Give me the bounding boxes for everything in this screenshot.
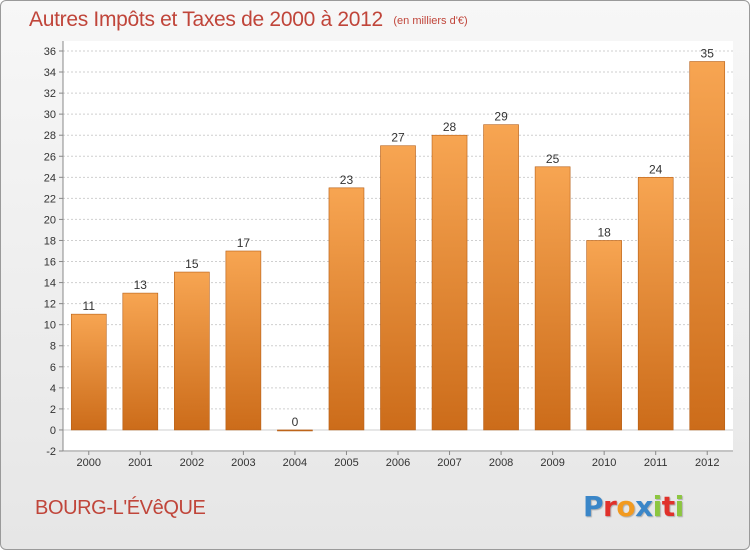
data-label: 25 [546,152,560,166]
y-tick-label: 24 [44,172,56,184]
x-tick-label: 2009 [540,457,564,469]
x-tick-label: 2007 [437,457,461,469]
bar [431,134,468,431]
x-tick-label: 2003 [231,457,255,469]
x-tick-label: 2006 [386,457,410,469]
x-tick-label: 2008 [489,457,513,469]
y-tick-label: 16 [44,257,56,269]
proxiti-logo[interactable]: Proxiti [583,490,684,523]
data-label: 27 [391,131,405,145]
y-tick-label: 34 [44,67,56,79]
logo-letter: i [674,490,685,523]
y-tick-label: 0 [50,425,56,437]
y-tick-label: 10 [44,320,56,332]
data-label: 0 [292,415,299,429]
bar [586,240,622,431]
bar [483,124,519,431]
data-label: 18 [597,225,611,239]
y-tick-label: 20 [44,214,56,226]
bar [174,271,210,431]
y-tick-label: 28 [44,130,56,142]
data-labels: 11 13 15 17 0 23 27 28 29 25 18 24 35 [83,47,715,429]
x-tick-label: 2004 [283,457,307,469]
bar [380,145,416,431]
data-label: 35 [701,47,715,61]
bar [122,292,159,431]
logo-letter: P [583,490,604,523]
data-label: 23 [340,173,354,187]
x-tick-label: 2005 [334,457,358,469]
bar [225,250,262,431]
y-tick-label: 26 [44,151,56,163]
bars [70,61,726,432]
x-tick-label: 2002 [180,457,204,469]
bar [534,166,571,431]
y-tick-label: 18 [44,235,56,247]
chart-title: Autres Impôts et Taxes de 2000 à 2012 [29,8,383,31]
y-tick-label: -2 [46,446,56,458]
bar [689,61,726,431]
y-tick-label: 2 [50,404,56,416]
y-tick-label: 6 [50,362,56,374]
y-tick-label: 32 [44,88,56,100]
logo-letter: x [635,490,653,523]
logo-letter: i [652,490,663,523]
data-label: 17 [237,236,251,250]
y-tick-label: 22 [44,193,56,205]
y-tick-label: 4 [50,383,56,395]
x-tick-label: 2001 [128,457,152,469]
commune-name: BOURG-L'ÉVêQUE [35,497,206,519]
x-tick-label: 2010 [592,457,616,469]
logo-letter: o [616,490,636,523]
y-tick-label: 12 [44,299,56,311]
x-tick-label: 2000 [77,457,101,469]
chart-title-row: Autres Impôts et Taxes de 2000 à 2012 (e… [29,8,468,32]
data-label: 29 [494,110,508,124]
x-tick-label: 2011 [644,457,668,469]
data-label: 15 [185,257,199,271]
data-label: 28 [443,120,457,134]
chart-subtitle: (en milliers d'€) [393,15,468,27]
bar [637,177,674,431]
y-tick-label: 30 [44,109,56,121]
data-label: 13 [134,278,148,292]
data-label: 11 [83,299,96,313]
bar [328,187,365,431]
x-tick-label: 2012 [695,457,719,469]
y-tick-label: 8 [50,341,56,353]
data-label: 24 [649,162,663,176]
bar [277,429,313,432]
bar [70,313,107,431]
y-tick-label: 36 [44,46,56,58]
logo-letter: t [661,490,675,523]
y-tick-label: 14 [44,278,56,290]
logo-letter: r [603,490,617,523]
